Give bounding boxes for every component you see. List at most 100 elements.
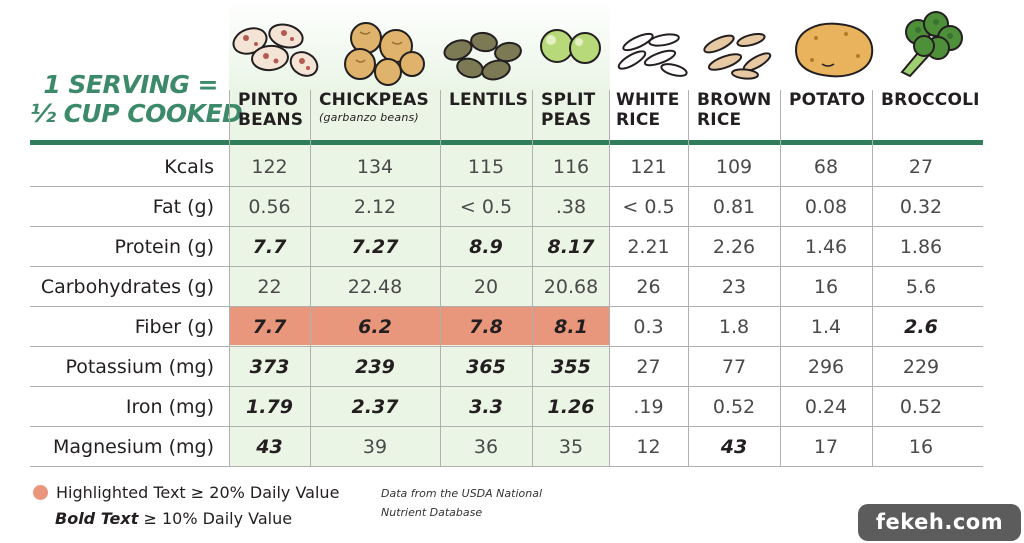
- row-label: Potassium (mg): [65, 356, 214, 378]
- column-header-chickpeas: CHICKPEAS (garbanzo beans): [310, 90, 440, 140]
- table-cell: 0.08: [804, 196, 848, 218]
- legend-bold-term: Bold Text: [55, 509, 139, 528]
- row-label: Fiber (g): [134, 316, 214, 338]
- table-cell: 1.86: [899, 236, 943, 258]
- grid-hline: [30, 386, 983, 387]
- grid-vline: [872, 90, 873, 466]
- source-line-2: Nutrient Database: [381, 506, 483, 519]
- serving-line-1: 1 SERVING =: [43, 70, 218, 99]
- table-cell: 68: [813, 156, 839, 178]
- table-cell: 22.48: [347, 276, 403, 298]
- grid-vline: [609, 90, 610, 466]
- table-cell: 17: [813, 436, 839, 458]
- table-cell: 2.12: [353, 196, 397, 218]
- table-cell: 2.26: [712, 236, 756, 258]
- table-cell: 7.7: [252, 316, 287, 338]
- table-cell: 373: [249, 356, 290, 378]
- row-label: Magnesium (mg): [53, 436, 214, 458]
- table-cell: 27: [636, 356, 661, 378]
- table-cell: 296: [807, 356, 845, 378]
- table-cell: 229: [902, 356, 940, 378]
- table-cell: 239: [355, 356, 395, 378]
- grid-hline: [30, 186, 983, 187]
- grid-vline: [440, 90, 441, 466]
- table-cell: 8.9: [469, 236, 503, 258]
- pinto-beans-icon: [232, 23, 319, 77]
- table-cell: 43: [720, 436, 748, 458]
- table-cell: 2.21: [627, 236, 670, 258]
- table-cell: 20: [473, 276, 499, 298]
- fiber-highlight-band: [229, 307, 610, 345]
- table-cell: 1.79: [246, 396, 293, 418]
- table-cell: 22: [257, 276, 282, 298]
- header-line-1: BROWN: [697, 90, 772, 110]
- table-cell: 0.24: [804, 396, 848, 418]
- table-cell: 2.6: [904, 316, 938, 338]
- header-line-2: BEANS: [238, 110, 304, 130]
- column-header-white-rice: WHITE RICE: [607, 90, 688, 140]
- potato-icon: [794, 22, 874, 78]
- header-line-2: RICE: [616, 110, 661, 130]
- table-cell: 7.8: [469, 316, 503, 338]
- column-header-lentils: LENTILS: [440, 90, 532, 140]
- table-cell: < 0.5: [459, 196, 513, 218]
- table-cell: 0.56: [248, 196, 291, 218]
- grid-vline: [229, 90, 230, 466]
- table-cell: 1.8: [718, 316, 750, 338]
- column-header-pinto-beans: PINTO BEANS: [229, 90, 310, 140]
- table-cell: 16: [813, 276, 839, 298]
- table-cell: 20.68: [543, 276, 599, 298]
- grid-vline: [780, 90, 781, 466]
- header-line-1: LENTILS: [449, 90, 529, 110]
- header-line-2: PEAS: [541, 110, 592, 130]
- table-cell: 7.7: [252, 236, 287, 258]
- legend-bold: Bold Text ≥ 10% Daily Value: [55, 509, 292, 529]
- table-cell: 122: [251, 156, 288, 178]
- row-label: Iron (mg): [125, 396, 214, 418]
- table-cell: 1.4: [810, 316, 842, 338]
- grid-hline: [30, 306, 983, 307]
- table-cell: 8.17: [547, 236, 595, 258]
- table-cell: 0.52: [712, 396, 756, 418]
- table-cell: 16: [908, 436, 934, 458]
- table-cell: 39: [362, 436, 388, 458]
- table-cell: 27: [908, 156, 934, 178]
- source-line-1: Data from the USDA National: [381, 487, 543, 500]
- brand-watermark: fekeh.com: [858, 504, 1021, 541]
- column-header-broccoli: BROCCOLI: [872, 90, 983, 140]
- table-cell: 23: [721, 276, 747, 298]
- column-header-potato: POTATO: [780, 90, 873, 140]
- table-cell: 1.26: [547, 396, 595, 418]
- grid-vline: [310, 90, 311, 466]
- table-cell: .38: [555, 196, 587, 218]
- white-rice-icon: [617, 32, 688, 77]
- grid-hline: [30, 426, 983, 427]
- legend-highlight: Highlighted Text ≥ 20% Daily Value: [33, 483, 339, 503]
- lentils-icon: [443, 31, 522, 81]
- table-cell: 134: [356, 156, 394, 178]
- table-cell: 1.46: [804, 236, 848, 258]
- header-subtitle: (garbanzo beans): [319, 111, 419, 124]
- legend-bold-rest: ≥ 10% Daily Value: [138, 509, 293, 528]
- table-cell: 12: [636, 436, 661, 458]
- data-source-note: Data from the USDA National Nutrient Dat…: [381, 484, 542, 522]
- table-cell: 0.52: [899, 396, 943, 418]
- header-line-1: PINTO: [238, 90, 299, 110]
- table-cell: 115: [467, 156, 505, 178]
- split-peas-icon: [540, 29, 601, 64]
- column-header-brown-rice: BROWN RICE: [688, 90, 780, 140]
- grid-hline: [30, 466, 983, 467]
- table-cell: 35: [558, 436, 584, 458]
- table-cell: 7.27: [351, 236, 399, 258]
- table-cell: 77: [721, 356, 747, 378]
- header-line-1: CHICKPEAS: [319, 90, 429, 110]
- table-cell: 36: [473, 436, 499, 458]
- table-cell: 355: [551, 356, 591, 378]
- table-cell: 2.37: [351, 396, 399, 418]
- grid-vline: [688, 90, 689, 466]
- chickpeas-icon: [344, 22, 425, 86]
- table-cell: < 0.5: [622, 196, 675, 218]
- table-cell: 26: [636, 276, 661, 298]
- table-cell: 8.1: [554, 316, 588, 338]
- grid-hline: [30, 266, 983, 267]
